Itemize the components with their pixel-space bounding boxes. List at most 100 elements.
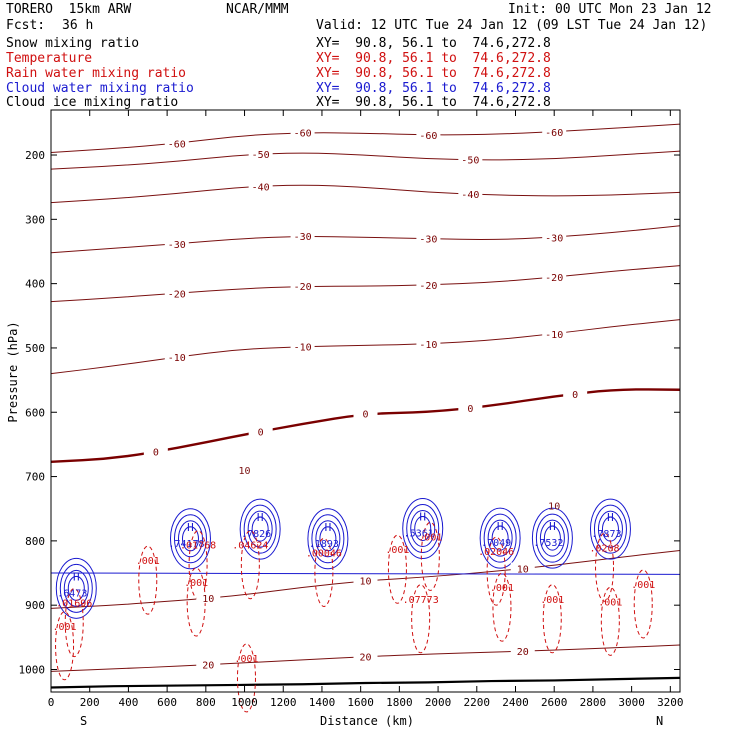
extra-contour-label: 10 bbox=[548, 502, 560, 513]
cloud-water-label: .74178 bbox=[168, 539, 204, 550]
temp-contour-label: 10 bbox=[359, 577, 371, 588]
fcst-label: Fcst: bbox=[6, 18, 46, 33]
temp-label-bg bbox=[542, 271, 567, 283]
temp-label-bg bbox=[416, 129, 441, 141]
cloud-water-contour bbox=[539, 519, 565, 557]
temp-label-bg bbox=[290, 280, 315, 292]
rain-water-label: .001 bbox=[184, 578, 208, 589]
temp-contour-label: -50 bbox=[252, 150, 270, 161]
temp-label-bg bbox=[416, 278, 441, 290]
temp-contour-0 bbox=[50, 388, 681, 463]
temp-contour-label: -60 bbox=[419, 131, 437, 142]
temp-label-bg bbox=[416, 232, 441, 244]
rain-water-label: .04624 bbox=[232, 541, 268, 552]
cloud-water-contour bbox=[410, 510, 436, 548]
rain-water-contour bbox=[411, 584, 431, 654]
x-tick-label: 1200 bbox=[270, 696, 297, 709]
rain-water-label: .001 bbox=[418, 532, 442, 543]
temp-contour-label: -20 bbox=[168, 289, 186, 300]
rain-water-contour bbox=[492, 572, 512, 642]
temp-label-bg bbox=[248, 425, 273, 437]
temp-contour-label: -10 bbox=[294, 343, 312, 354]
rain-water-label: .001 bbox=[540, 595, 564, 606]
temp-contour-label: -20 bbox=[419, 281, 437, 292]
x-tick-label: 600 bbox=[157, 696, 177, 709]
cloud-water-contour bbox=[247, 510, 273, 548]
x-tick-label: 2800 bbox=[580, 696, 607, 709]
legend-rain-name: Rain water mixing ratio bbox=[6, 66, 187, 81]
cloud-water-max-marker: H bbox=[419, 511, 426, 524]
cloud-water-contour bbox=[535, 513, 569, 563]
temp-contour-label: 20 bbox=[359, 653, 371, 664]
contour-labels: -60 -60 -60 -60 -50 -50 -40 -40 -30 -30 -30 -30 -20 -… bbox=[53, 125, 655, 672]
rain-water-contour bbox=[486, 536, 506, 606]
rain-water-contour bbox=[633, 569, 653, 639]
cloud-water-max-marker: H bbox=[257, 511, 264, 524]
cloud-water-contours bbox=[50, 498, 681, 619]
x-tick-label: 2600 bbox=[541, 696, 568, 709]
temp-contour-label: 20 bbox=[517, 647, 529, 658]
cloud-water-contour bbox=[414, 516, 432, 542]
plot-frame bbox=[50, 109, 681, 693]
temp-label-bg bbox=[143, 445, 168, 457]
cloud-water-label: .7826 bbox=[241, 529, 271, 540]
temp-contour--50 bbox=[50, 150, 681, 170]
cloud-water-contour bbox=[479, 507, 521, 569]
rain-water-contour bbox=[387, 534, 407, 604]
cloud-water-contour bbox=[181, 526, 199, 552]
x-tick-label: 200 bbox=[80, 696, 100, 709]
right-endpoint-label: N bbox=[656, 714, 664, 728]
fcst-value: 36 h bbox=[62, 18, 94, 33]
temp-contour--10 bbox=[50, 319, 681, 375]
temp-contour--20 bbox=[50, 265, 681, 303]
cloud-water-label: .1893 bbox=[309, 539, 339, 550]
temp-contour-label: -30 bbox=[545, 233, 563, 244]
legend-temp-name: Temperature bbox=[6, 51, 93, 66]
x-tick-label: 1400 bbox=[309, 696, 336, 709]
cloud-water-contour bbox=[315, 520, 341, 558]
cloud-water-contour bbox=[177, 520, 203, 558]
temp-label-bg bbox=[458, 153, 483, 165]
y-tick-label: 1000 bbox=[19, 663, 46, 676]
temp-label-bg bbox=[416, 338, 441, 350]
legend-rain-xy: XY= 90.8, 56.1 to 74.6,272.8 bbox=[316, 66, 551, 81]
temp-contour-label: -30 bbox=[168, 240, 186, 251]
temp-contour-label: 10 bbox=[202, 594, 214, 605]
cloud-water-contour bbox=[319, 526, 337, 552]
cloud-water-label: .7532 bbox=[533, 538, 563, 549]
y-tick-label: 200 bbox=[25, 149, 45, 162]
temp-label-bg bbox=[353, 650, 378, 662]
org-label: NCAR/MMM bbox=[226, 2, 289, 17]
legend-snow-xy: XY= 90.8, 56.1 to 74.6,272.8 bbox=[316, 36, 551, 51]
temp-label-bg bbox=[290, 230, 315, 242]
temp-contour-label: -50 bbox=[461, 156, 479, 167]
temp-contour-label: 20 bbox=[202, 661, 214, 672]
temp-contour-label: -10 bbox=[545, 330, 563, 341]
legend-temp-xy: XY= 90.8, 56.1 to 74.6,272.8 bbox=[316, 51, 551, 66]
cloud-water-contour bbox=[311, 514, 345, 564]
x-tick-label: 800 bbox=[196, 696, 216, 709]
temp-label-bg bbox=[290, 340, 315, 352]
rain-water-label: .001 bbox=[385, 545, 409, 556]
temp-contour-20 bbox=[50, 644, 681, 672]
cloud-water-contour bbox=[239, 498, 281, 560]
cloud-water-contour bbox=[406, 504, 440, 554]
cloud-water-max-marker: H bbox=[187, 521, 194, 534]
temp-contour--40 bbox=[50, 184, 681, 204]
cloud-water-contour bbox=[543, 525, 561, 551]
temp-label-bg bbox=[510, 645, 535, 657]
rain-water-contour bbox=[420, 521, 440, 591]
temp-label-bg bbox=[248, 148, 273, 160]
cloud-water-contour bbox=[593, 504, 627, 554]
temp-contour-label: -60 bbox=[545, 128, 563, 139]
valid-time: Valid: 12 UTC Tue 24 Jan 12 (09 LST Tue … bbox=[316, 18, 708, 33]
legend-cloudice-xy: XY= 90.8, 56.1 to 74.6,272.8 bbox=[316, 95, 551, 110]
rain-water-label: .0208 bbox=[589, 543, 619, 554]
temp-contour-label: -30 bbox=[294, 232, 312, 243]
temp-contour-label: 0 bbox=[362, 410, 368, 421]
cloud-deck-line bbox=[50, 572, 681, 575]
temp-contour-label: -60 bbox=[168, 139, 186, 150]
surface-line bbox=[50, 676, 681, 689]
temp-label-bg bbox=[542, 125, 567, 137]
